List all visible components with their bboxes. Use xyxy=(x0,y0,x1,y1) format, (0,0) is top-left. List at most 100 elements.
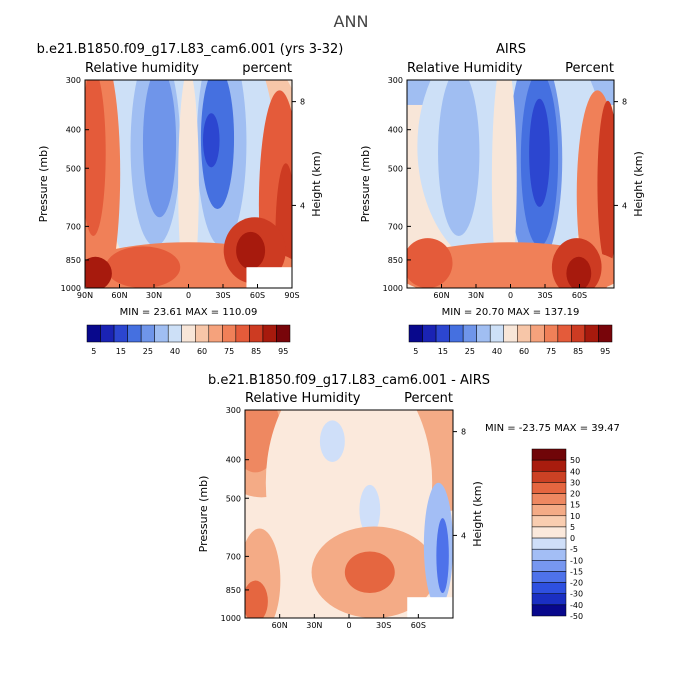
colorbar-swatch xyxy=(531,448,567,461)
colorbar-tick-label: 5 xyxy=(91,347,96,356)
colorbar-swatch xyxy=(531,571,567,583)
colorbar-tick-label: 40 xyxy=(570,467,580,476)
colorbar-swatch xyxy=(584,324,599,343)
y-axis-label-right: Height (km) xyxy=(632,151,645,217)
colorbar-swatch xyxy=(531,493,567,505)
y-axis-label-right: Height (km) xyxy=(310,151,323,217)
colorbar-swatch xyxy=(195,324,210,343)
colorbar-swatch xyxy=(531,582,567,594)
colorbar-tick-label: -40 xyxy=(570,601,583,610)
colorbar-swatch xyxy=(531,515,567,528)
variable-label: Relative Humidity xyxy=(245,391,361,406)
colorbar-swatch xyxy=(531,482,567,494)
contour-fill xyxy=(142,80,177,218)
x-tick-label: 30S xyxy=(537,291,552,300)
contour-fill xyxy=(344,551,395,594)
units-label: percent xyxy=(242,61,292,76)
field-contours xyxy=(85,80,292,288)
colorbar-swatch xyxy=(208,324,223,343)
variable-label: Relative Humidity xyxy=(407,61,523,76)
colorbar-swatch xyxy=(181,324,196,343)
y-tick-label: 700 xyxy=(66,222,81,231)
colorbar-tick-label: 75 xyxy=(224,347,234,356)
missing-region xyxy=(407,597,453,618)
contour-fill xyxy=(85,80,106,236)
y-axis-label: Pressure (mb) xyxy=(197,476,210,553)
colorbar-swatch xyxy=(531,548,567,561)
contour-fill xyxy=(178,80,199,288)
contour-fill xyxy=(529,98,550,207)
contour-fill xyxy=(491,80,517,288)
colorbar-swatch xyxy=(462,324,477,343)
x-tick-label: 0 xyxy=(508,291,513,300)
colorbar: 5 15 25 40 60 75 85 95 xyxy=(86,324,291,356)
y-axis-label-right: Height (km) xyxy=(471,481,484,547)
colorbar-swatch xyxy=(262,324,277,343)
y-tick-label: 400 xyxy=(388,126,403,135)
y-tick-label: 400 xyxy=(226,456,241,465)
figure-title: ANN xyxy=(334,12,369,31)
colorbar-swatch xyxy=(449,324,464,343)
colorbar: 5 15 25 40 60 75 85 95 xyxy=(408,324,613,356)
colorbar-swatch xyxy=(531,537,567,550)
x-tick-label: 90N xyxy=(77,291,93,300)
colorbar-swatch xyxy=(476,324,491,343)
y-tick-label: 400 xyxy=(66,126,81,135)
colorbar-swatch xyxy=(489,324,504,343)
colorbar-tick-label: -5 xyxy=(570,545,578,554)
x-tick-label: 0 xyxy=(186,291,191,300)
colorbar-swatch xyxy=(113,324,128,343)
contour-fill xyxy=(236,231,266,270)
colorbar-tick-label: 10 xyxy=(570,512,580,521)
colorbar-swatch xyxy=(531,526,567,539)
colorbar-tick-label: 25 xyxy=(465,347,475,356)
colorbar-swatch xyxy=(127,324,142,343)
colorbar-tick-label: 5 xyxy=(413,347,418,356)
panel-model: b.e21.B1850.f09_g17.L83_cam6.001 (yrs 3-… xyxy=(37,42,344,356)
colorbar-swatch xyxy=(531,604,567,617)
colorbar-tick-label: 0 xyxy=(570,534,575,543)
panel-title: b.e21.B1850.f09_g17.L83_cam6.001 - AIRS xyxy=(208,373,490,388)
contour-fill xyxy=(436,518,449,594)
x-tick-label: 0 xyxy=(346,621,351,630)
contour-fill xyxy=(245,580,268,618)
colorbar-swatch xyxy=(557,324,572,343)
colorbar-swatch xyxy=(167,324,182,343)
contour-fill xyxy=(407,238,453,288)
colorbar-tick-label: -10 xyxy=(570,556,583,565)
x-tick-label: 60S xyxy=(411,621,426,630)
colorbar-tick-label: 15 xyxy=(438,347,448,356)
colorbar-tick-label: -30 xyxy=(570,590,583,599)
x-tick-label: 60N xyxy=(111,291,127,300)
colorbar-swatch xyxy=(276,324,291,343)
height-tick-label: 4 xyxy=(461,531,466,540)
colorbar-swatch xyxy=(517,324,532,343)
min-max-label: MIN = -23.75 MAX = 39.47 xyxy=(485,423,620,434)
colorbar-tick-label: 30 xyxy=(570,478,580,487)
height-tick-label: 8 xyxy=(622,98,627,107)
x-tick-label: 60S xyxy=(250,291,265,300)
height-tick-label: 8 xyxy=(300,98,305,107)
y-tick-label: 850 xyxy=(388,256,403,265)
colorbar-swatch xyxy=(249,324,264,343)
y-tick-label: 500 xyxy=(66,164,81,173)
colorbar-tick-label: 60 xyxy=(197,347,207,356)
colorbar-tick-label: 40 xyxy=(492,347,502,356)
colorbar-swatch xyxy=(531,504,567,517)
y-tick-label: 1000 xyxy=(61,284,81,293)
x-tick-label: 60N xyxy=(433,291,449,300)
y-tick-label: 300 xyxy=(66,76,81,85)
contour-fill xyxy=(85,256,112,288)
x-tick-label: 30N xyxy=(146,291,162,300)
colorbar-tick-label: 85 xyxy=(251,347,261,356)
contour-fill xyxy=(597,100,614,268)
y-tick-label: 300 xyxy=(226,406,241,415)
colorbar-swatch xyxy=(222,324,237,343)
contour-fill xyxy=(438,80,480,236)
units-label: Percent xyxy=(565,61,614,76)
height-tick-label: 8 xyxy=(461,428,466,437)
y-tick-label: 850 xyxy=(66,256,81,265)
min-max-label: MIN = 23.61 MAX = 110.09 xyxy=(120,307,258,318)
contour-fill xyxy=(566,256,592,288)
contour-fill xyxy=(319,420,345,463)
